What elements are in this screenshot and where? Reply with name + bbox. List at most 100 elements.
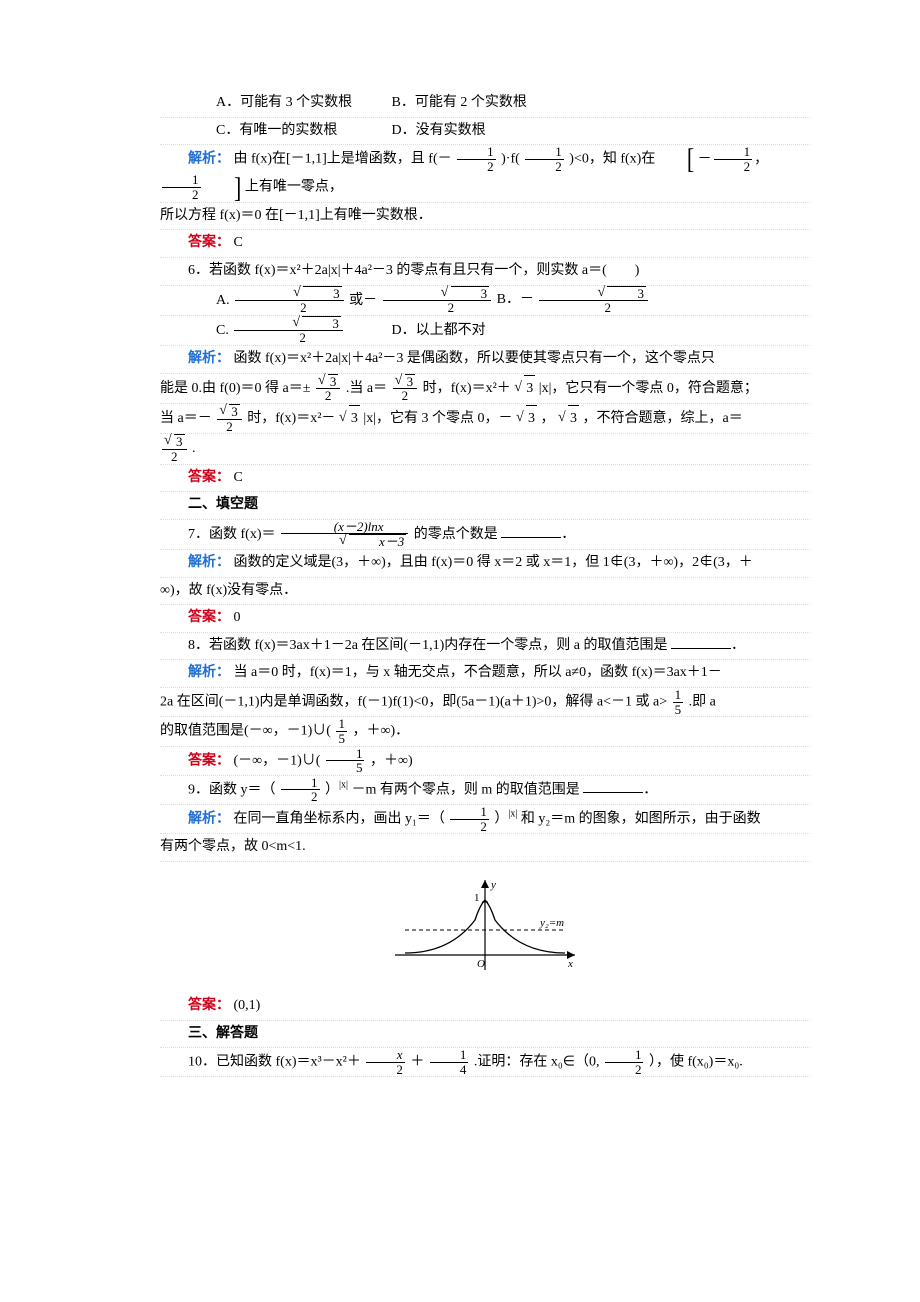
fraction-x-2: x2	[364, 1048, 407, 1076]
q6-stem-text: 6．若函数 f(x)＝x²＋2a|x|＋4a²－3 的零点有且只有一个，则实数 …	[188, 263, 639, 278]
q9-ana1a: 在同一直角坐标系内，画出 y₁＝（	[234, 811, 445, 826]
fill-blank[interactable]	[501, 523, 561, 538]
answer-label: 答案：	[188, 470, 230, 485]
q8-ana3a: 的取值范围是(－∞，－1)∪(	[160, 724, 331, 739]
q7-answer: 答案： 0	[160, 605, 810, 633]
fraction-half: 12	[603, 1048, 646, 1076]
q6-analysis-line2: 能是 0.由 f(0)＝0 得 a＝± 32 .当 a＝ 32 时，f(x)＝x…	[160, 374, 810, 404]
q8-ana2b: .即 a	[689, 694, 716, 709]
q9-ana2: 有两个零点，故 0<m<1.	[160, 839, 306, 854]
q6-optA-a: A.	[216, 292, 230, 307]
answer-label: 答案：	[188, 610, 230, 625]
q6-answer-value: C	[234, 470, 243, 485]
q5-answer: 答案： C	[160, 230, 810, 258]
q5-ana-text-1a: 由 f(x)在[－1,1]上是增函数，且 f(－	[234, 152, 452, 167]
q6-options-line2: C. 32 D．以上都不对	[160, 316, 810, 346]
q6-answer: 答案： C	[160, 465, 810, 493]
q9-answer-value: (0,1)	[234, 998, 261, 1013]
sqrt-3: 3	[558, 405, 579, 433]
fraction-sqrt3-2: 32	[160, 434, 189, 463]
sqrt-3: 3	[339, 405, 360, 433]
fraction-1-4: 14	[428, 1048, 471, 1076]
q7-ana1: 函数的定义域是(3，＋∞)，且由 f(x)＝0 得 x＝2 或 x＝1，但 1∉…	[234, 555, 753, 570]
q5-analysis-line1: 解析： 由 f(x)在[－1,1]上是增函数，且 f(－ 12 )·f( 12 …	[160, 145, 810, 203]
q6-ana3e: ，不符合题意，综上，a＝	[583, 411, 743, 426]
fraction-sqrt3-2: 32	[232, 316, 345, 345]
q9-exp: |x|	[339, 780, 348, 791]
section-2-text: 二、填空题	[188, 497, 258, 512]
y-arrow-icon	[481, 880, 489, 888]
q9-analysis-line2: 有两个零点，故 0<m<1.	[160, 834, 810, 862]
q8-answer: 答案： (－∞，－1)∪( 15 ，＋∞)	[160, 747, 810, 776]
q5-ana-text-1b: )·f(	[501, 152, 520, 167]
origin-label: O	[477, 958, 485, 970]
q6-analysis-line4: 32 .	[160, 434, 810, 464]
fill-blank[interactable]	[583, 778, 643, 793]
q9-ana1b: ）	[494, 811, 508, 826]
y-axis-label: y	[490, 879, 496, 891]
q6-optA: A. 32 或－ 32	[188, 286, 493, 315]
q5-optD: D．没有实数根	[392, 123, 486, 138]
q8-stem: 8．若函数 f(x)＝3ax＋1－2a 在区间(－1,1)内存在一个零点，则 a…	[160, 633, 810, 661]
fill-blank[interactable]	[671, 634, 731, 649]
q5-ana-text-1c: )<0，知 f(x)在	[569, 152, 655, 167]
analysis-label: 解析：	[188, 351, 230, 366]
q10-stem-c: .证明：存在 x₀∈（0,	[474, 1055, 600, 1070]
q6-ana1: 函数 f(x)＝x²＋2a|x|＋4a²－3 是偶函数，所以要使其零点只有一个，…	[234, 351, 715, 366]
q7-answer-value: 0	[234, 610, 241, 625]
q8-ana2a: 2a 在区间(－1,1)内是单调函数，f(－1)f(1)<0，即(5a－1)(a…	[160, 694, 667, 709]
q6-stem: 6．若函数 f(x)＝x²＋2a|x|＋4a²－3 的零点有且只有一个，则实数 …	[160, 258, 810, 286]
q7-analysis-line2: ∞)，故 f(x)没有零点．	[160, 578, 810, 606]
q8-analysis-line2: 2a 在区间(－1,1)内是单调函数，f(－1)f(1)<0，即(5a－1)(a…	[160, 688, 810, 717]
sqrt-3: 3	[514, 375, 535, 403]
q7-frac-den: x－3	[281, 534, 408, 549]
q5-optB: B．可能有 2 个实数根	[392, 95, 527, 110]
section-3-heading: 三、解答题	[160, 1021, 810, 1049]
q8-stem-text: 8．若函数 f(x)＝3ax＋1－2a 在区间(－1,1)内存在一个零点，则 a…	[188, 638, 667, 653]
fraction-1-5: 15	[334, 717, 349, 745]
q6-optB: B．－ 32	[497, 292, 650, 307]
q7-fraction: (x－2)lnx x－3	[279, 520, 410, 549]
q6-analysis-line1: 解析： 函数 f(x)＝x²＋2a|x|＋4a²－3 是偶函数，所以要使其零点只…	[160, 346, 810, 374]
bracket-right-icon: ]	[206, 173, 241, 202]
fraction-half: 12	[448, 805, 491, 833]
analysis-label: 解析：	[188, 811, 230, 826]
q8-ans-a: (－∞，－1)∪(	[234, 753, 321, 768]
q10-stem-b: ＋	[410, 1055, 424, 1070]
q8-ans-b: ，＋∞)	[370, 753, 413, 768]
q7-stem: 7．函数 f(x)＝ (x－2)lnx x－3 的零点个数是 ．	[160, 520, 810, 550]
q9-stem-a: 9．函数 y＝（	[188, 782, 276, 797]
q6-ana2c: 时，f(x)＝x²＋	[423, 381, 511, 396]
fraction-sqrt3-2: 32	[391, 374, 420, 403]
q5-ana-text-1d: 上有唯一零点，	[245, 180, 343, 195]
q10-stem: 10．已知函数 f(x)＝x³－x²＋ x2 ＋ 14 .证明：存在 x₀∈（0…	[160, 1048, 810, 1077]
section-2-heading: 二、填空题	[160, 492, 810, 520]
sqrt-3: 3	[516, 405, 537, 433]
q5-optC: C．有唯一的实数根	[188, 118, 388, 145]
q7-stem-b: 的零点个数是	[414, 527, 498, 542]
answer-label: 答案：	[188, 998, 230, 1013]
q8-ana1: 当 a＝0 时，f(x)＝1，与 x 轴无交点，不合题意，所以 a≠0，函数 f…	[234, 665, 722, 680]
line-m-label: y₂=m	[539, 917, 564, 929]
q6-ana2d: |x|，它只有一个零点 0，符合题意；	[539, 381, 758, 396]
fraction-sqrt3-2: 32	[314, 374, 343, 403]
analysis-label: 解析：	[188, 152, 230, 167]
analysis-label: 解析：	[188, 555, 230, 570]
q6-optD: D．以上都不对	[392, 323, 486, 338]
q5-answer-value: C	[234, 235, 243, 250]
q8-analysis-line3: 的取值范围是(－∞，－1)∪( 15 ，＋∞)．	[160, 717, 810, 746]
q6-ana3d: ，	[541, 411, 555, 426]
q6-ana4: .	[192, 441, 196, 456]
section-3-text: 三、解答题	[188, 1026, 258, 1041]
q9-graph-svg: y x 1 O y₂=m	[380, 870, 590, 980]
fraction-half: 12	[523, 145, 566, 173]
q6-optA-b: 或－	[349, 292, 377, 307]
q9-stem-c: －m 有两个零点，则 m 的取值范围是	[352, 782, 580, 797]
q9-figure: y x 1 O y₂=m	[160, 862, 810, 993]
q6-ana3a: 当 a＝－	[160, 411, 212, 426]
q8-ana3b: ，＋∞)．	[352, 724, 409, 739]
q5-options-line1: A．可能有 3 个实数根 B．可能有 2 个实数根	[160, 90, 810, 118]
q9-exp2: |x|	[508, 809, 517, 820]
analysis-label: 解析：	[188, 665, 230, 680]
q10-stem-a: 10．已知函数 f(x)＝x³－x²＋	[188, 1055, 361, 1070]
